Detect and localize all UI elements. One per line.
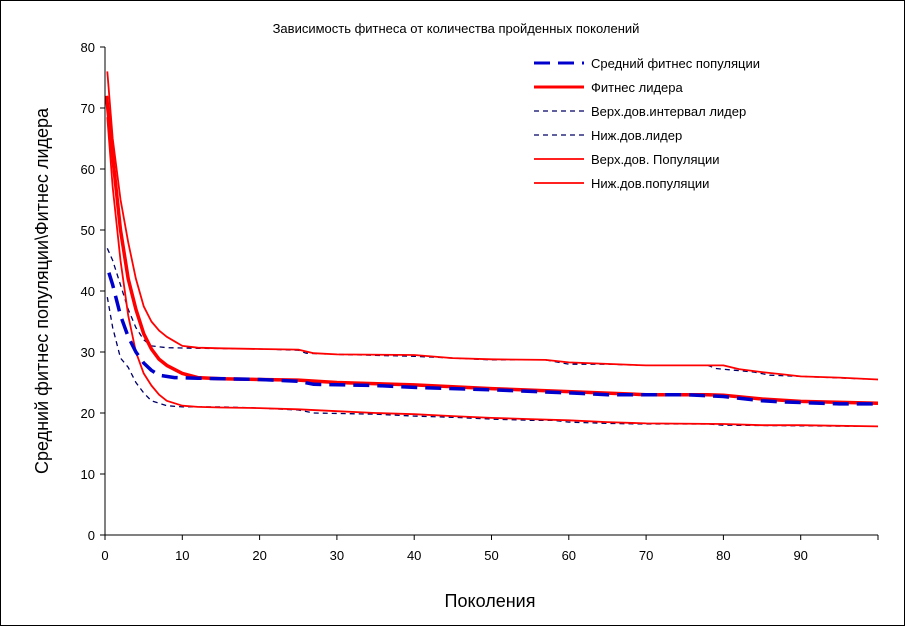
legend-label-1: Фитнес лидера — [591, 80, 684, 95]
chart-title: Зависимость фитнеса от количества пройде… — [273, 21, 640, 36]
y-tick-label: 50 — [81, 223, 95, 238]
x-axis-title: Поколения — [445, 591, 536, 611]
y-tick-label: 10 — [81, 467, 95, 482]
axes: 0 10 20 30 40 50 60 70 80 0 10 20 30 40 50 60 70 80 90 — [81, 40, 879, 563]
x-tick-label: 50 — [484, 548, 498, 563]
plot-area — [104, 71, 879, 428]
x-tick-label: 70 — [639, 548, 653, 563]
series-line-5 — [106, 117, 879, 428]
series-line-1 — [104, 95, 879, 405]
series-line-4 — [106, 71, 879, 381]
legend-label-0: Средний фитнес популяции — [591, 56, 760, 71]
series-line-0 — [107, 272, 878, 406]
legend: Средний фитнес популяции Фитнес лидера Вер… — [534, 56, 760, 191]
y-tick-label: 40 — [81, 284, 95, 299]
legend-label-5: Ниж.дов.популяции — [591, 176, 709, 191]
x-tick-label: 90 — [793, 548, 807, 563]
y-tick-label: 60 — [81, 162, 95, 177]
series-line-2 — [106, 248, 879, 381]
legend-label-3: Ниж.дов.лидер — [591, 128, 682, 143]
x-tick-label: 0 — [101, 548, 108, 563]
x-tick-label: 80 — [716, 548, 730, 563]
x-tick-label: 30 — [330, 548, 344, 563]
y-tick-label: 80 — [81, 40, 95, 55]
y-tick-label: 30 — [81, 345, 95, 360]
y-tick-label: 20 — [81, 406, 95, 421]
legend-label-2: Верх.дов.интервал лидер — [591, 104, 746, 119]
y-axis-title: Средний фитнес популяции\Фитнес лидера — [32, 107, 52, 474]
x-tick-label: 10 — [175, 548, 189, 563]
x-tick-label: 60 — [562, 548, 576, 563]
y-tick-label: 70 — [81, 101, 95, 116]
legend-label-4: Верх.дов. Популяции — [591, 152, 719, 167]
y-tick-label: 0 — [88, 528, 95, 543]
x-tick-label: 20 — [252, 548, 266, 563]
x-tick-label: 40 — [407, 548, 421, 563]
